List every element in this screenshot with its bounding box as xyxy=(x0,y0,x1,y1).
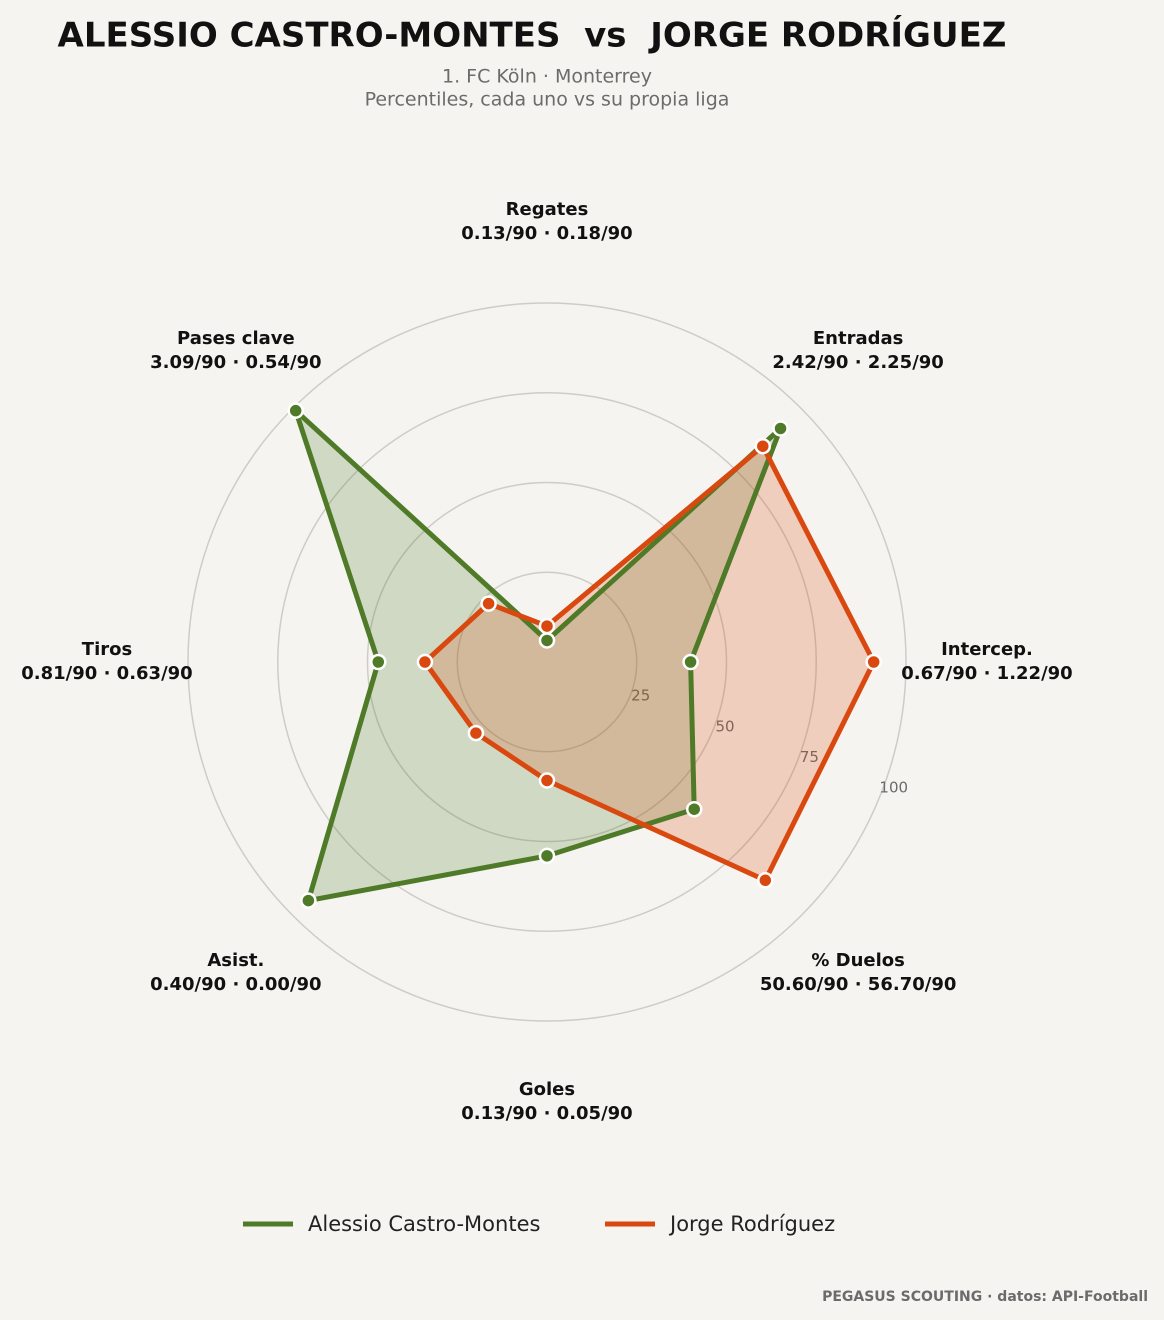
data-point xyxy=(772,420,789,437)
grid-ring xyxy=(456,571,638,753)
stat-label: 0.67/90 · 1.22/90 xyxy=(901,663,1072,684)
data-point xyxy=(538,772,556,789)
r-tick-label: 75 xyxy=(800,748,819,766)
data-point xyxy=(480,595,497,612)
category-label: % Duelos xyxy=(811,950,905,971)
category-label: Entradas xyxy=(813,328,903,349)
grid-ring xyxy=(366,481,728,843)
data-point xyxy=(757,872,774,889)
data-point xyxy=(416,653,434,671)
series-area xyxy=(295,410,781,901)
data-point xyxy=(300,892,317,909)
category-label: Tiros xyxy=(82,639,132,660)
data-point xyxy=(370,653,387,671)
legend-label: Jorge Rodríguez xyxy=(668,1212,835,1236)
data-point xyxy=(538,847,556,865)
stat-label: 0.40/90 · 0.00/90 xyxy=(150,974,321,995)
category-label: Regates xyxy=(506,199,589,220)
stat-label: 3.09/90 · 0.54/90 xyxy=(150,352,321,373)
category-label: Asist. xyxy=(207,950,264,971)
r-tick-label: 100 xyxy=(879,779,908,797)
data-point xyxy=(287,402,304,419)
data-point xyxy=(538,632,556,649)
stat-label: 2.42/90 · 2.25/90 xyxy=(772,352,943,373)
legend-label: Alessio Castro-Montes xyxy=(308,1212,540,1236)
data-point xyxy=(685,800,703,818)
chart-title: ALESSIO CASTRO-MONTES vs JORGE RODRÍGUEZ xyxy=(58,15,1007,56)
data-point xyxy=(467,724,485,742)
category-label: Pases clave xyxy=(177,328,295,349)
category-label: Goles xyxy=(519,1079,575,1100)
footer: PEGASUS SCOUTING · datos: API-Football xyxy=(822,1289,1148,1305)
r-tick-label: 25 xyxy=(631,687,650,705)
r-tick-label: 50 xyxy=(716,717,735,735)
data-point xyxy=(754,437,772,455)
data-point xyxy=(682,653,699,671)
stat-label: 0.13/90 · 0.18/90 xyxy=(461,223,632,244)
stat-label: 0.13/90 · 0.05/90 xyxy=(461,1103,632,1124)
grid-ring xyxy=(187,302,907,1022)
category-label: Intercep. xyxy=(941,639,1033,660)
stat-label: 0.81/90 · 0.63/90 xyxy=(21,663,192,684)
stat-label: 50.60/90 · 56.70/90 xyxy=(760,974,957,995)
subtitle: 1. FC Köln · Monterrey xyxy=(442,66,652,88)
data-point xyxy=(538,617,556,635)
subtitle: Percentiles, cada uno vs su propia liga xyxy=(365,89,730,111)
data-point xyxy=(865,653,882,671)
grid-ring xyxy=(277,392,817,932)
